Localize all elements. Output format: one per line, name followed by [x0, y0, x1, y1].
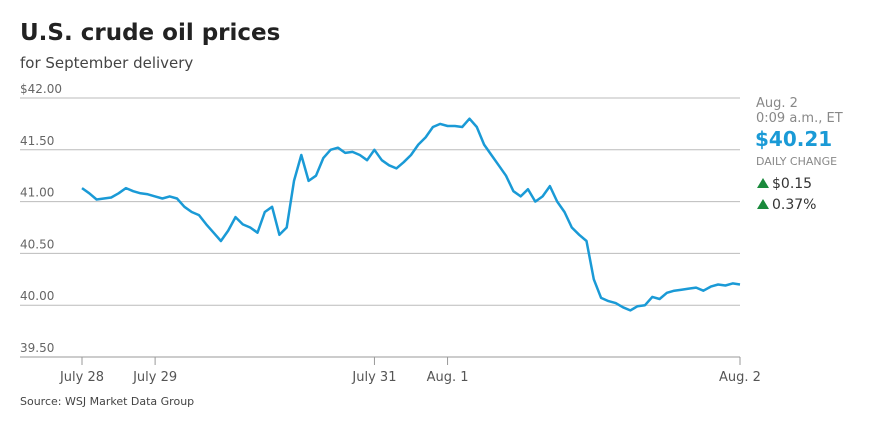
chart-title: U.S. crude oil prices	[20, 20, 280, 46]
x-tick-label: Aug. 1	[427, 370, 469, 385]
source: Source: WSJ Market Data Group	[20, 395, 194, 408]
up-arrow	[757, 178, 769, 188]
price-line	[81, 117, 741, 312]
change-label: DAILY CHANGE	[756, 155, 837, 168]
y-tick-label: 40.00	[20, 289, 54, 303]
x-tick-label: Aug. 2	[719, 370, 761, 385]
y-tick-label: 39.50	[20, 341, 54, 355]
y-tick-label: 41.00	[20, 186, 54, 200]
quote-price: $40.21	[755, 127, 832, 151]
change: $0.15	[772, 176, 812, 192]
quote-time: 0:09 a.m., ET	[756, 111, 843, 126]
x-tick-label: July 28	[59, 370, 104, 385]
y-tick-label: 40.50	[20, 237, 54, 251]
up-arrow	[757, 199, 769, 209]
x-tick-label: July 31	[351, 370, 396, 385]
y-tick-label: $42.00	[20, 82, 62, 96]
x-tick-label: July 29	[132, 370, 177, 385]
chart-subtitle: for September delivery	[20, 54, 193, 72]
quote-date: Aug. 2	[756, 96, 798, 111]
y-tick-label: 41.50	[20, 134, 54, 148]
change-pct: 0.37%	[772, 197, 816, 213]
